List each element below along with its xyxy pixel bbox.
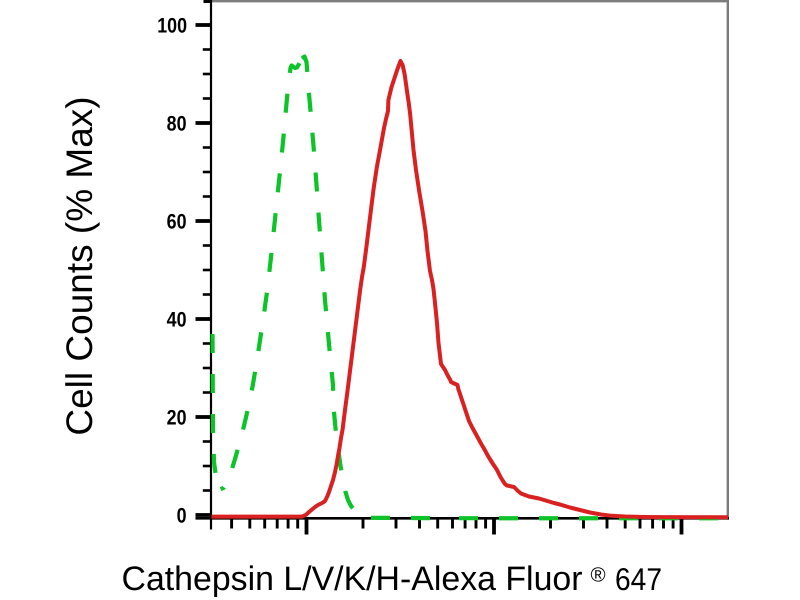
svg-text:80: 80 xyxy=(167,113,187,136)
svg-text:Cathepsin L/V/K/H-Alexa Fluor: Cathepsin L/V/K/H-Alexa Fluor xyxy=(122,560,583,598)
svg-text:60: 60 xyxy=(167,211,187,234)
svg-text:®: ® xyxy=(591,563,606,586)
svg-text:Cell Counts (% Max): Cell Counts (% Max) xyxy=(59,96,100,435)
svg-text:40: 40 xyxy=(167,309,187,332)
svg-text:0: 0 xyxy=(177,505,187,528)
svg-text:20: 20 xyxy=(167,407,187,430)
svg-text:100: 100 xyxy=(157,15,187,38)
svg-text:647: 647 xyxy=(615,561,662,597)
